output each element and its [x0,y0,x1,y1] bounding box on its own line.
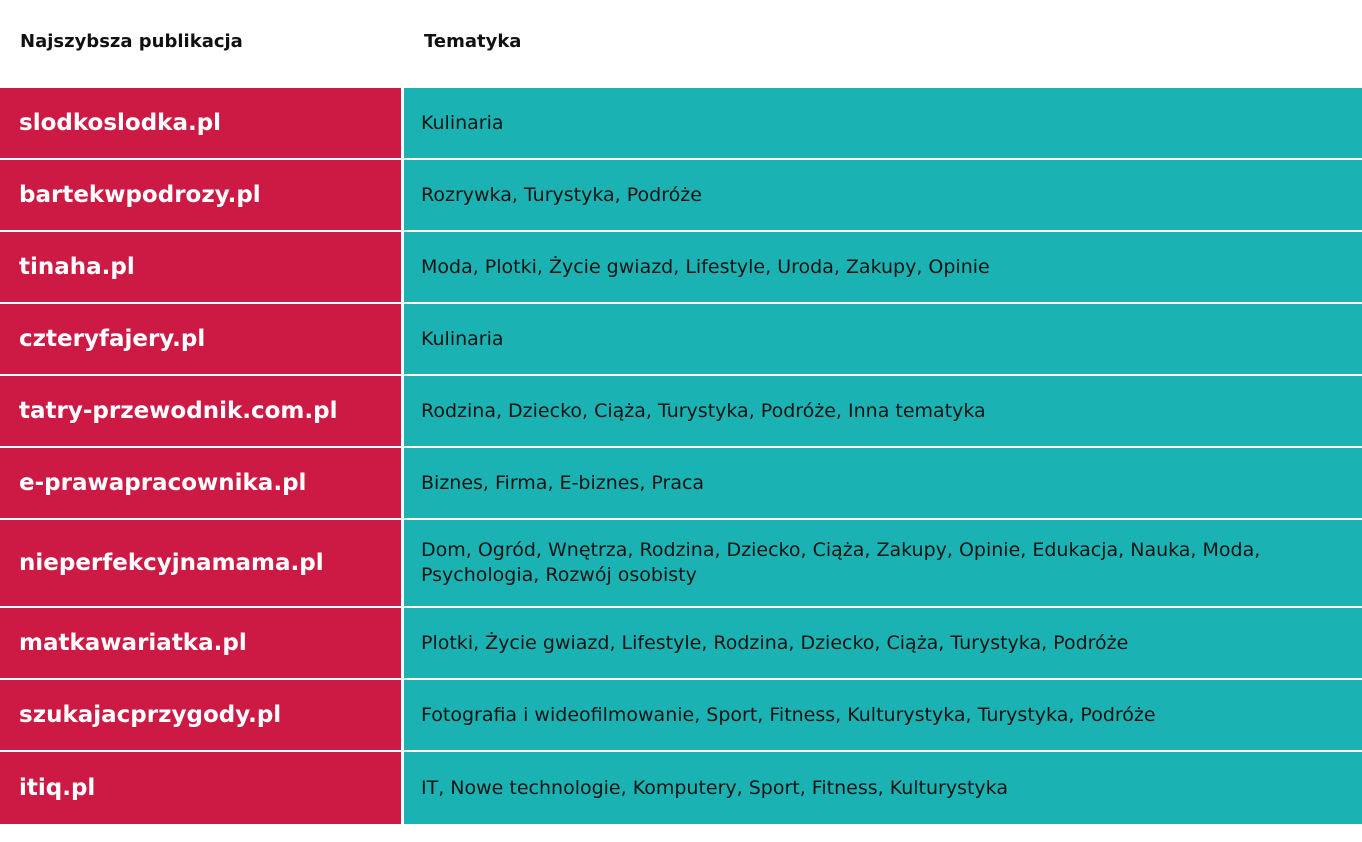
site-name: slodkoslodka.pl [0,88,404,160]
site-topics: Biznes, Firma, E-biznes, Praca [404,448,1362,520]
table-row: czteryfajery.pl Kulinaria [0,304,1362,376]
publications-table: slodkoslodka.pl Kulinaria bartekwpodrozy… [0,88,1362,824]
site-topics: Rodzina, Dziecko, Ciąża, Turystyka, Podr… [404,376,1362,448]
site-name: bartekwpodrozy.pl [0,160,404,232]
table-header: Najszybsza publikacja Tematyka [0,0,1362,88]
column-header-topics: Tematyka [424,31,522,52]
table-row: e-prawapracownika.pl Biznes, Firma, E-bi… [0,448,1362,520]
site-topics: Kulinaria [404,304,1362,376]
table-row: bartekwpodrozy.pl Rozrywka, Turystyka, P… [0,160,1362,232]
site-topics: Moda, Plotki, Życie gwiazd, Lifestyle, U… [404,232,1362,304]
site-name: czteryfajery.pl [0,304,404,376]
site-name: tinaha.pl [0,232,404,304]
site-topics: Plotki, Życie gwiazd, Lifestyle, Rodzina… [404,608,1362,680]
site-topics: Fotografia i wideofilmowanie, Sport, Fit… [404,680,1362,752]
column-header-publication: Najszybsza publikacja [20,31,243,52]
site-name: matkawariatka.pl [0,608,404,680]
table-row: matkawariatka.pl Plotki, Życie gwiazd, L… [0,608,1362,680]
table-row: itiq.pl IT, Nowe technologie, Komputery,… [0,752,1362,824]
table-row: tatry-przewodnik.com.pl Rodzina, Dziecko… [0,376,1362,448]
site-topics: IT, Nowe technologie, Komputery, Sport, … [404,752,1362,824]
site-name: tatry-przewodnik.com.pl [0,376,404,448]
site-name: szukajacprzygody.pl [0,680,404,752]
site-name: nieperfekcyjnamama.pl [0,520,404,608]
table-row: nieperfekcyjnamama.pl Dom, Ogród, Wnętrz… [0,520,1362,608]
site-topics: Dom, Ogród, Wnętrza, Rodzina, Dziecko, C… [404,520,1362,608]
site-topics: Kulinaria [404,88,1362,160]
table-row: slodkoslodka.pl Kulinaria [0,88,1362,160]
site-name: e-prawapracownika.pl [0,448,404,520]
site-name: itiq.pl [0,752,404,824]
table-row: tinaha.pl Moda, Plotki, Życie gwiazd, Li… [0,232,1362,304]
table-row: szukajacprzygody.pl Fotografia i wideofi… [0,680,1362,752]
site-topics: Rozrywka, Turystyka, Podróże [404,160,1362,232]
